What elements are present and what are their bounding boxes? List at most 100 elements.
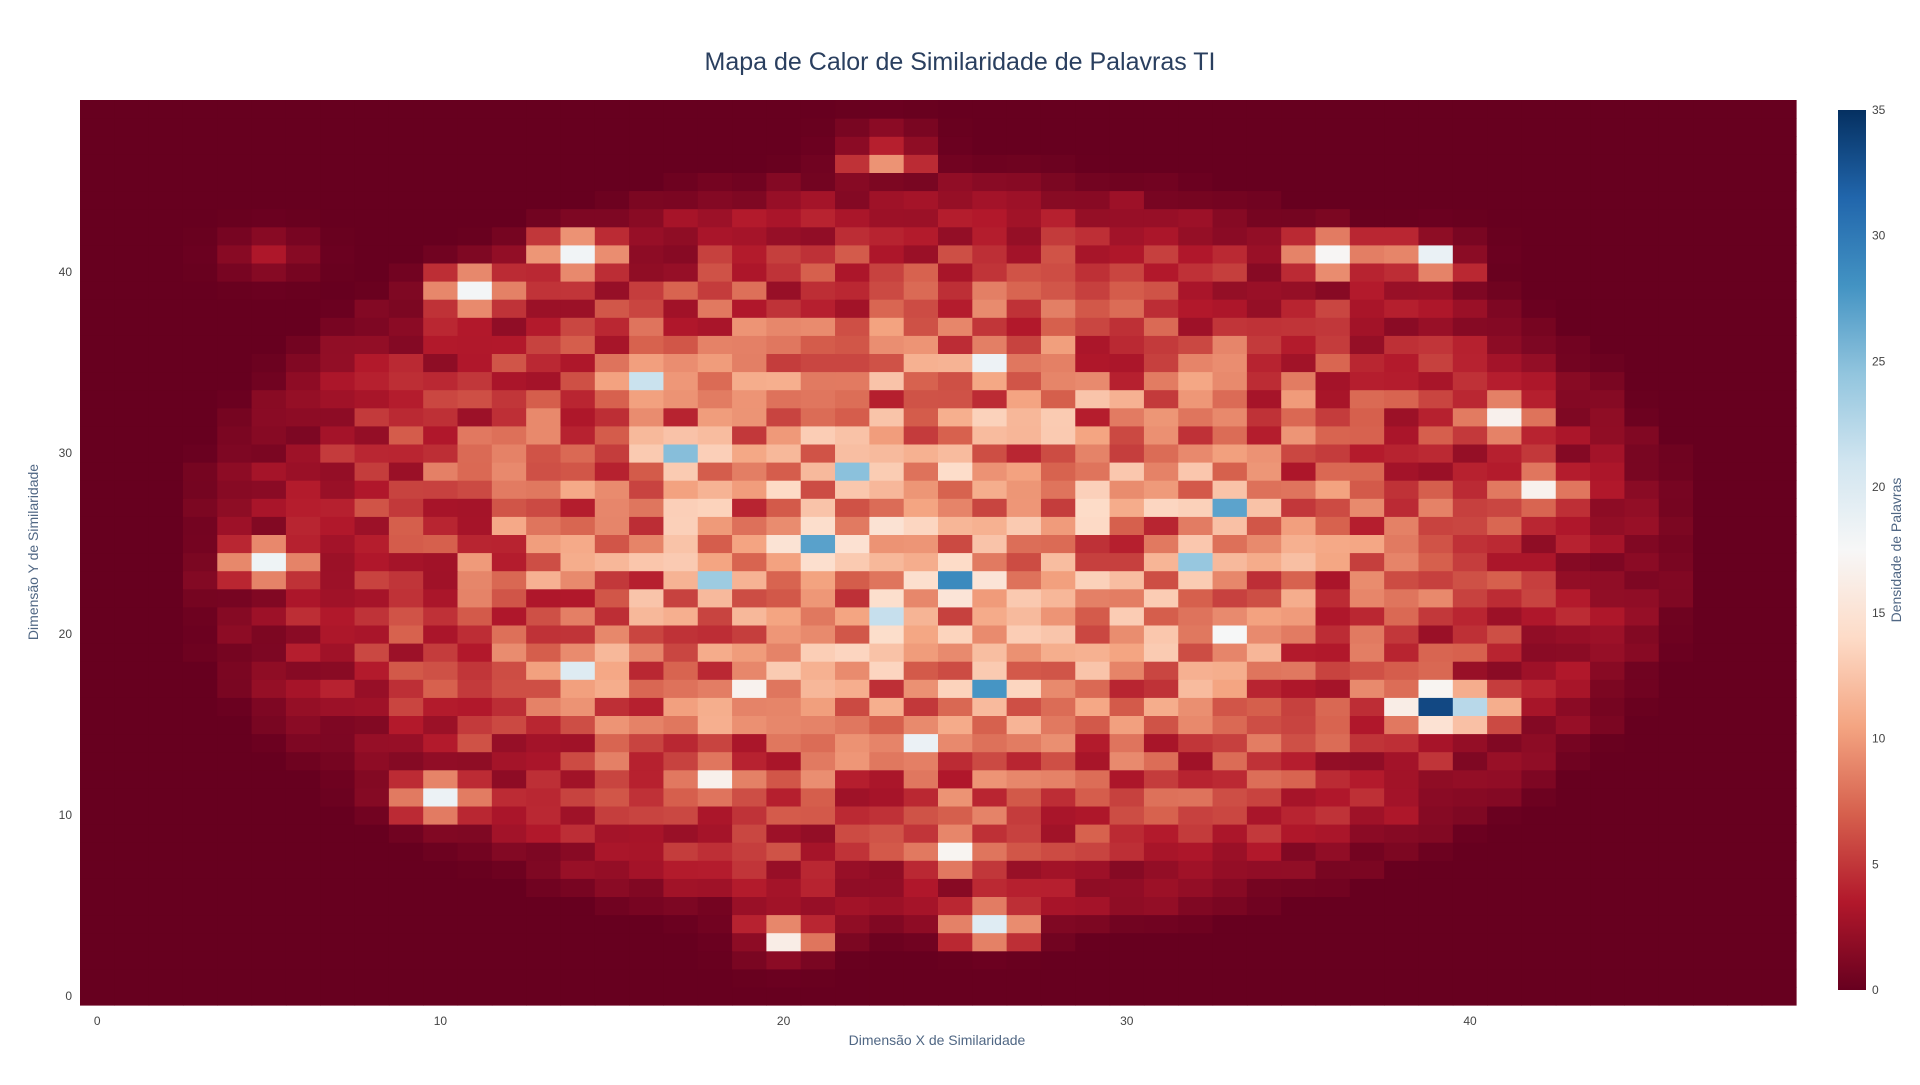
- heatmap-cell: [1040, 932, 1076, 952]
- heatmap-cell: [938, 606, 973, 626]
- heatmap-cell: [80, 787, 115, 807]
- heatmap-cell: [594, 733, 630, 753]
- heatmap-cell: [1693, 751, 1728, 771]
- heatmap-cell: [217, 878, 253, 897]
- heatmap-cell: [285, 136, 321, 155]
- heatmap-cell: [217, 244, 253, 264]
- heatmap-cell: [938, 679, 973, 698]
- heatmap-cell: [1246, 100, 1282, 119]
- heatmap-cell: [457, 606, 493, 626]
- heatmap-cell: [148, 136, 184, 155]
- heatmap-cell: [388, 588, 424, 608]
- heatmap-cell: [663, 896, 699, 916]
- heatmap-cell: [1006, 371, 1042, 391]
- heatmap-cell: [972, 389, 1008, 409]
- heatmap-cell: [594, 552, 630, 572]
- heatmap-cell: [732, 805, 767, 825]
- heatmap-cell: [1693, 733, 1728, 753]
- heatmap-cell: [903, 968, 939, 988]
- heatmap-cell: [732, 950, 767, 970]
- heatmap-cell: [1693, 498, 1728, 517]
- heatmap-cell: [1281, 443, 1317, 463]
- heatmap-cell: [1693, 371, 1728, 391]
- heatmap-cell: [1040, 896, 1076, 916]
- heatmap-cell: [285, 824, 321, 843]
- heatmap-cell: [423, 443, 459, 463]
- heatmap-cell: [1315, 715, 1351, 735]
- heatmap-cell: [1727, 588, 1763, 608]
- heatmap-cell: [1452, 661, 1488, 680]
- heatmap-cell: [1658, 136, 1694, 155]
- heatmap-cell: [1109, 480, 1145, 499]
- heatmap-cell: [526, 154, 562, 173]
- heatmap-cell: [1418, 751, 1454, 771]
- heatmap-cell: [285, 389, 321, 409]
- heatmap-cell: [560, 842, 596, 861]
- heatmap-cell: [1693, 317, 1728, 336]
- heatmap-cell: [457, 371, 493, 391]
- x-tick-label: 30: [1120, 1014, 1134, 1028]
- heatmap-cell: [1246, 172, 1282, 192]
- heatmap-cell: [148, 516, 184, 535]
- heatmap-cell: [80, 697, 115, 716]
- heatmap-cell: [1040, 190, 1076, 210]
- heatmap-cell: [766, 100, 802, 119]
- heatmap-cell: [1246, 371, 1282, 391]
- heatmap-cell: [1624, 661, 1660, 680]
- heatmap-cell: [251, 516, 287, 535]
- heatmap-cell: [1658, 805, 1694, 825]
- heatmap-cell: [491, 679, 527, 698]
- heatmap-cell: [526, 244, 562, 264]
- heatmap-cell: [594, 751, 630, 771]
- heatmap-cell: [388, 407, 424, 427]
- heatmap-cell: [1040, 860, 1076, 879]
- heatmap-cell: [1418, 281, 1454, 300]
- heatmap-cell: [1040, 697, 1076, 716]
- heatmap-cell: [148, 679, 184, 698]
- heatmap-cell: [354, 769, 390, 789]
- heatmap-cell: [1040, 552, 1076, 572]
- heatmap-cell: [972, 281, 1008, 300]
- heatmap-cell: [1143, 389, 1179, 409]
- heatmap-cell: [972, 878, 1008, 897]
- heatmap-cell: [1384, 443, 1420, 463]
- heatmap-cell: [1109, 407, 1145, 427]
- heatmap-cell: [732, 226, 767, 246]
- heatmap-cell: [217, 968, 253, 988]
- heatmap-cell: [835, 787, 870, 807]
- heatmap-cell: [1315, 462, 1351, 481]
- heatmap-cell: [1006, 407, 1042, 427]
- heatmap-cell: [423, 353, 459, 373]
- heatmap-cell: [526, 661, 562, 680]
- heatmap-cell: [1418, 842, 1454, 861]
- heatmap-cell: [869, 914, 905, 934]
- heatmap-cell: [354, 498, 390, 517]
- heatmap-cell: [938, 697, 973, 716]
- heatmap-cell: [1658, 986, 1694, 1006]
- heatmap-cell: [1109, 353, 1145, 373]
- heatmap-cell: [1006, 172, 1042, 192]
- heatmap-cell: [1349, 860, 1385, 879]
- heatmap-cell: [1521, 371, 1557, 391]
- heatmap-cell: [1452, 715, 1488, 735]
- heatmap-cell: [1281, 932, 1317, 952]
- heatmap-cell: [938, 661, 973, 680]
- heatmap-cell: [1212, 462, 1248, 481]
- heatmap-cell: [1315, 805, 1351, 825]
- heatmap-cell: [1452, 516, 1488, 535]
- heatmap-cell: [1246, 679, 1282, 698]
- heatmap-cell: [388, 769, 424, 789]
- heatmap-cell: [663, 244, 699, 264]
- heatmap-cell: [457, 986, 493, 1006]
- heatmap-cell: [800, 570, 836, 590]
- heatmap-cell: [1761, 552, 1797, 572]
- heatmap-cell: [594, 100, 630, 119]
- heatmap-cell: [938, 244, 973, 264]
- heatmap-cell: [594, 226, 630, 246]
- heatmap-cell: [972, 715, 1008, 735]
- heatmap-cell: [457, 425, 493, 445]
- heatmap-cell: [1246, 281, 1282, 300]
- heatmap-cell: [354, 389, 390, 409]
- y-tick-label: 40: [59, 265, 73, 279]
- heatmap-cell: [320, 443, 356, 463]
